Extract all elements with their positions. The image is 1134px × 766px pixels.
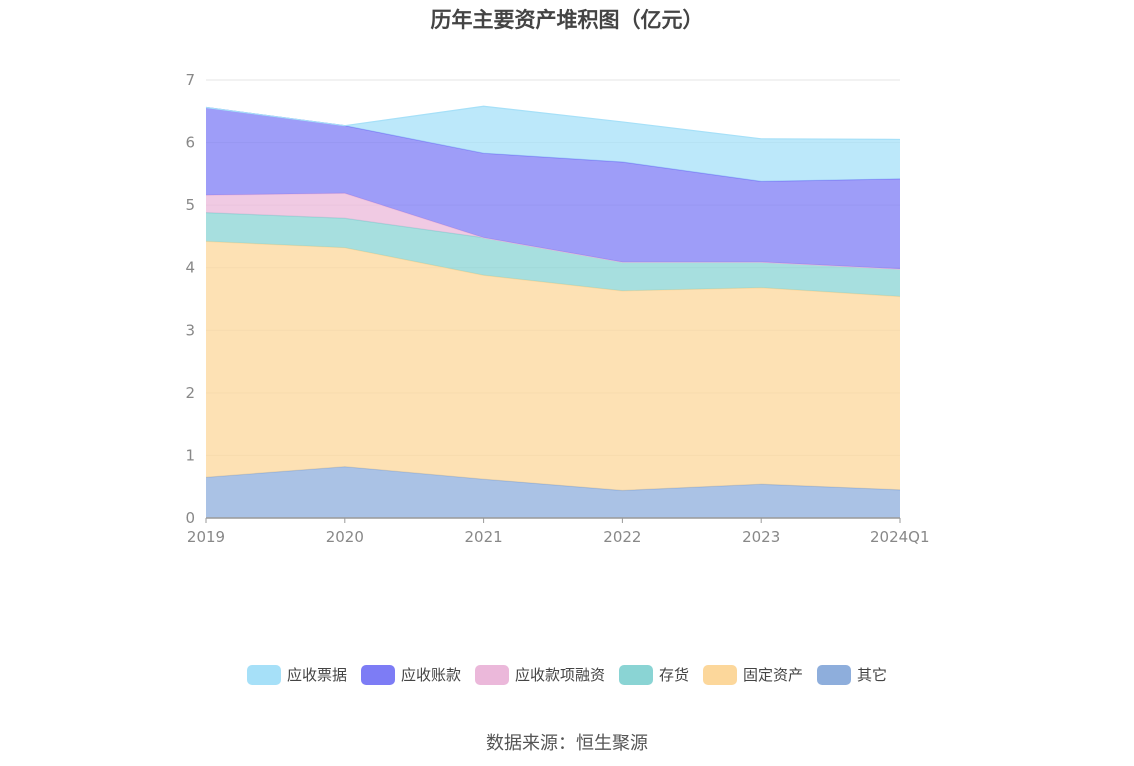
y-tick-label: 0 (185, 509, 195, 527)
legend-swatch (703, 664, 738, 685)
area-series-edge (205, 105, 901, 141)
axes: 0 1 2 3 4 5 6 7 2019 2020 2021 2022 2023 2024Q1 (185, 71, 929, 546)
x-tick-label: 2020 (326, 528, 364, 546)
area-series (206, 212, 900, 297)
legend-label: 应收账款 (400, 666, 461, 684)
y-tick-label: 7 (185, 71, 195, 89)
x-tick-label: 2019 (187, 528, 225, 546)
x-tick-label: 2024Q1 (870, 528, 930, 546)
legend-swatch (817, 664, 852, 685)
x-tick-label: 2023 (742, 528, 780, 546)
y-tick-label: 6 (185, 134, 195, 152)
legend: 应收票据 应收账款 应收款项融资 存货 固定资产 其它 (0, 664, 1134, 685)
legend-label: 应收票据 (286, 666, 347, 684)
area-series (206, 241, 900, 491)
y-tick-label: 2 (185, 384, 195, 402)
stacked-area-chart: 0 1 2 3 4 5 6 7 2019 2020 2021 2022 2023 2024Q1 (185, 71, 929, 546)
area-series (206, 193, 900, 269)
area-series (206, 106, 900, 182)
chart-title: 历年主要资产堆积图（亿元） (430, 8, 704, 32)
y-tick-label: 5 (185, 196, 195, 214)
legend-item[interactable]: 固定资产 (703, 664, 803, 685)
legend-label: 其它 (857, 666, 888, 684)
area-series (206, 466, 900, 518)
legend-swatch (474, 664, 509, 685)
legend-item[interactable]: 其它 (817, 664, 887, 685)
legend-item[interactable]: 存货 (619, 664, 689, 685)
legend-swatch (360, 664, 395, 685)
legend-label: 固定资产 (743, 666, 804, 684)
x-tick-label: 2021 (465, 528, 503, 546)
legend-swatch (246, 664, 281, 685)
area-layers (205, 105, 901, 518)
y-tick-label: 4 (185, 259, 195, 277)
x-tick-label: 2022 (603, 528, 641, 546)
y-tick-label: 3 (185, 321, 195, 339)
legend-item[interactable]: 应收票据 (246, 664, 347, 685)
legend-item[interactable]: 应收款项融资 (474, 664, 605, 685)
area-series (206, 107, 900, 269)
y-tick-label: 1 (185, 446, 195, 464)
legend-label: 存货 (659, 666, 690, 684)
data-source: 数据来源：恒生聚源 (486, 733, 648, 754)
legend-swatch (619, 664, 653, 685)
legend-item[interactable]: 应收账款 (360, 664, 461, 685)
legend-label: 应收款项融资 (514, 666, 605, 684)
